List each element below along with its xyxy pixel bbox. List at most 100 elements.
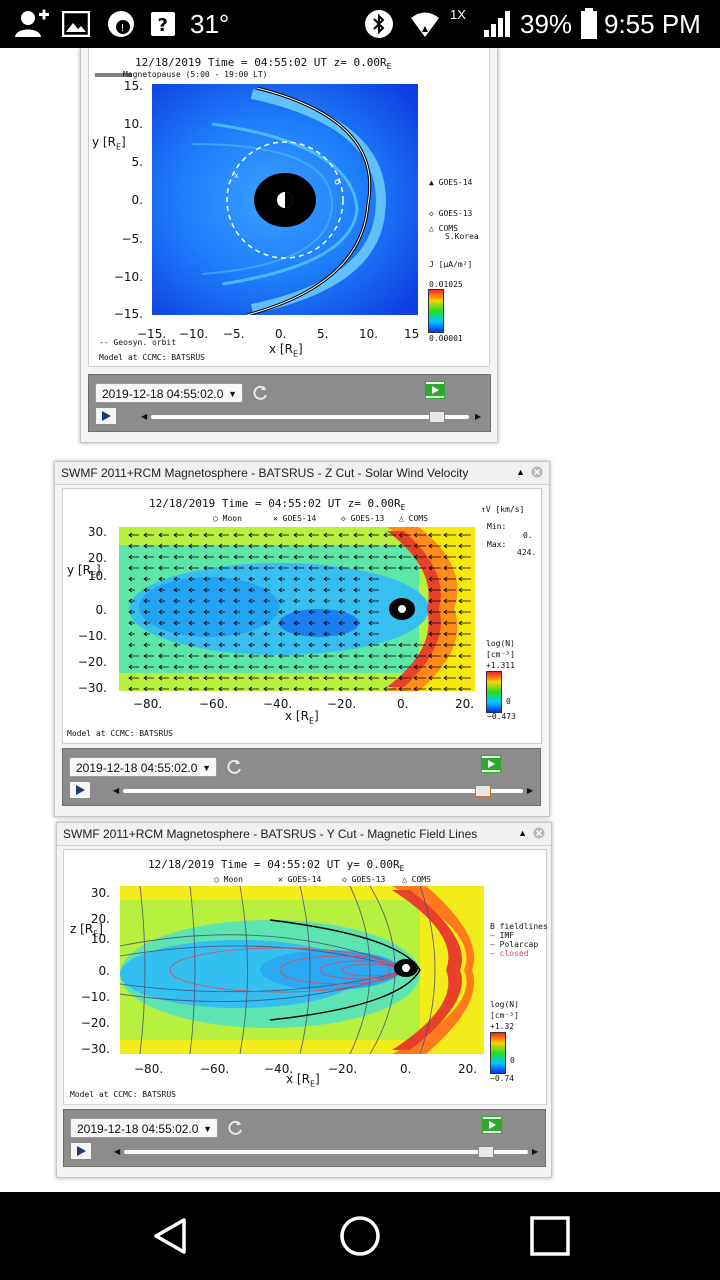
slider-right-arrow[interactable]: ▶ [532, 1147, 539, 1156]
magnetic-field-plot [120, 886, 484, 1054]
time-slider-handle[interactable] [478, 1146, 494, 1158]
x-tick-label: 20. [455, 697, 475, 711]
current-density-plot: x [152, 84, 418, 315]
navigation-bar [0, 1192, 720, 1280]
svg-text:?: ? [158, 15, 168, 36]
date-select[interactable]: 2019-12-18 04:55:02.0 ▼ [69, 757, 217, 777]
slider-left-arrow[interactable]: ◀ [114, 1147, 121, 1156]
figure-magnetic-field-lines: 12/18/2019 Time = 04:55:02 UT y= 0.00RE … [63, 849, 548, 1105]
x-tick-label: −60. [199, 697, 229, 711]
b-imf-legend: — IMF [490, 931, 515, 940]
legend-moon: ○ Moon [214, 875, 243, 884]
y-tick-label: 10. [87, 569, 107, 583]
x-tick-label: 10. [359, 327, 379, 341]
slider-right-arrow[interactable]: ▶ [475, 412, 482, 421]
collapse-icon[interactable]: ▲ [516, 467, 525, 477]
time-slider-handle[interactable] [429, 411, 445, 423]
model-credit: Model at CCMC: BATSRUS [70, 1090, 176, 1099]
colorbar-unit: [cm⁻³] [490, 1011, 519, 1020]
movie-icon[interactable] [482, 1116, 502, 1134]
goes-13-legend: ◇ GOES-13 [429, 209, 473, 218]
y-axis-label: y [RE] [92, 135, 126, 152]
refresh-icon[interactable] [225, 758, 243, 776]
y-tick-label: −10. [113, 270, 143, 284]
colorbar-zero: 0 [506, 697, 511, 706]
x-tick-label: −40. [264, 1062, 294, 1076]
y-tick-label: 10. [90, 932, 110, 946]
colorbar-max: +1.311 [486, 661, 515, 670]
play-button[interactable] [69, 781, 91, 799]
slider-left-arrow[interactable]: ◀ [141, 412, 148, 421]
add-user-icon [14, 0, 50, 48]
movie-icon[interactable] [425, 381, 445, 399]
coms-legend: △ COMS [429, 224, 458, 233]
close-icon[interactable] [531, 466, 543, 478]
x-tick-label: −20. [327, 697, 357, 711]
home-button[interactable] [310, 1192, 410, 1280]
time-slider-handle[interactable] [475, 785, 491, 797]
legend-coms: △ COMS [402, 875, 431, 884]
figure-solar-wind-velocity: 12/18/2019 Time = 04:55:02 UT z= 0.00RE … [62, 488, 542, 744]
slider-right-arrow[interactable]: ▶ [527, 786, 534, 795]
figure-heading: 12/18/2019 Time = 04:55:02 UT y= 0.00RE [148, 858, 405, 874]
refresh-icon[interactable] [226, 1119, 244, 1137]
solar-wind-velocity-plot [119, 527, 475, 691]
x-tick-label: 0. [400, 1062, 412, 1076]
velocity-label: ↑V [km/s] [481, 505, 525, 514]
y-tick-label: −30. [77, 681, 107, 695]
playback-controls: 2019-12-18 04:55:02.0 ▼ ◀ ▶ [62, 748, 541, 806]
panel-magnetic-field-lines: SWMF 2011+RCM Magnetosphere - BATSRUS - … [56, 822, 552, 1178]
recents-button[interactable] [500, 1192, 600, 1280]
figure-heading: 12/18/2019 Time = 04:55:02 UT z= 0.00RE [149, 497, 406, 513]
help-icon: ? [150, 0, 176, 48]
y-tick-label: −10. [80, 990, 110, 1004]
figure-heading: 12/18/2019 Time = 04:55:02 UT z= 0.00RE [135, 56, 392, 72]
y-axis-label: y [RE] [67, 563, 101, 580]
playback-controls: 2019-12-18 04:55:02.0 ▼ ◀ ▶ [88, 374, 491, 432]
image-icon [62, 0, 90, 48]
refresh-icon[interactable] [251, 384, 269, 402]
time-slider[interactable] [151, 415, 469, 419]
time-slider[interactable] [124, 1150, 528, 1154]
colorbar-label: log(N) [486, 639, 515, 648]
b-fieldlines-title: B fieldlines [490, 922, 548, 931]
b-polarcap-legend: — Polarcap [490, 940, 539, 949]
b-closed-legend: — closed [490, 949, 529, 958]
legend-goes13: ◇ GOES-13 [342, 875, 386, 884]
min-value: 0. [523, 531, 533, 540]
play-button[interactable] [95, 407, 117, 425]
x-axis-label: x [RE] [286, 1072, 320, 1089]
y-tick-label: 30. [87, 525, 107, 539]
legend-goes14: ✕ GOES-14 [278, 875, 322, 884]
movie-icon[interactable] [481, 755, 501, 773]
panel-title: SWMF 2011+RCM Magnetosphere - BATSRUS - … [55, 462, 549, 485]
min-label: Min: [487, 522, 507, 531]
caret-down-icon: ▼ [202, 763, 211, 773]
date-select[interactable]: 2019-12-18 04:55:02.0 ▼ [70, 1118, 218, 1138]
x-tick-label: −5. [223, 327, 245, 341]
y-tick-label: 0. [98, 964, 110, 978]
legend-coms: △ COMS [399, 514, 428, 523]
x-tick-label: −80. [134, 1062, 164, 1076]
legend-goes13: ◇ GOES-13 [341, 514, 385, 523]
signal-icon [482, 0, 514, 48]
play-button[interactable] [70, 1142, 92, 1160]
date-select[interactable]: 2019-12-18 04:55:02.0 ▼ [95, 383, 243, 403]
close-icon[interactable] [533, 827, 545, 839]
y-tick-label: 5. [131, 155, 143, 169]
y-tick-label: 20. [87, 551, 107, 565]
slider-left-arrow[interactable]: ◀ [113, 786, 120, 795]
colorbar-min: −0.473 [487, 712, 516, 721]
x-tick-label: 0. [397, 697, 409, 711]
time-slider[interactable] [123, 789, 523, 793]
clock: 9:55 PM [604, 8, 701, 39]
back-button[interactable] [120, 1192, 220, 1280]
colorbar-zero: 0 [510, 1056, 515, 1065]
x-tick-label: 20. [458, 1062, 478, 1076]
colorbar [428, 289, 444, 333]
y-tick-label: 0. [95, 603, 107, 617]
y-tick-label: −20. [80, 1016, 110, 1030]
model-credit: Model at CCMC: BATSRUS [99, 353, 205, 362]
x-tick-label: −40. [263, 697, 293, 711]
collapse-icon[interactable]: ▲ [518, 828, 527, 838]
